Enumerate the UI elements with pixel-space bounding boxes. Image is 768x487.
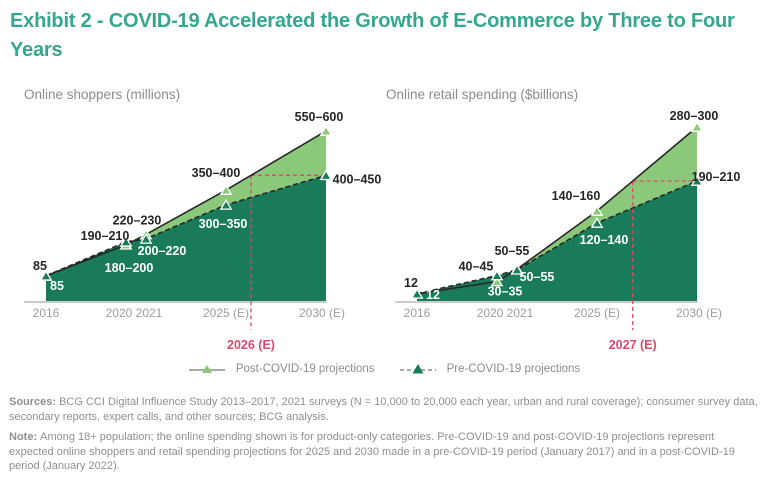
post-projections-marker-icon [188, 365, 225, 373]
legend-item-pre: Pre-COVID-19 projections [399, 362, 581, 376]
svg-text:50–55: 50–55 [520, 270, 555, 284]
chart-online-spending: Online retail spending ($billions) 2027 … [384, 85, 768, 357]
svg-text:2030 (E): 2030 (E) [676, 306, 722, 320]
chart-title-spending: Online retail spending ($billions) [386, 87, 579, 102]
chart-legend: Post-COVID-19 projections Pre-COVID-19 p… [0, 362, 768, 376]
online-spending-area-chart: 2027 (E)12 30–3550–55140–160280–3001240–4… [395, 109, 741, 352]
svg-text:200–220: 200–220 [138, 244, 187, 258]
svg-text:2021: 2021 [507, 306, 534, 320]
chart-online-shoppers: Online shoppers (millions) 2026 (E) 85 180… [0, 85, 384, 357]
sources-text: BCG CCI Digital Influence Study 2013–201… [9, 396, 758, 423]
charts-row: Online shoppers (millions) 2026 (E) 85 180… [0, 85, 768, 357]
legend-label-post: Post-COVID-19 projections [235, 363, 375, 375]
svg-text:40–45: 40–45 [459, 260, 494, 274]
svg-text:2027 (E): 2027 (E) [609, 338, 657, 352]
svg-text:2026 (E): 2026 (E) [227, 338, 275, 352]
svg-text:50–55: 50–55 [495, 244, 530, 258]
svg-text:2030 (E): 2030 (E) [299, 306, 345, 320]
svg-text:2025 (E): 2025 (E) [574, 306, 620, 320]
svg-text:12: 12 [404, 276, 418, 290]
page-title: Exhibit 2 - COVID-19 Accelerated the Gro… [10, 10, 735, 61]
svg-text:2020: 2020 [106, 306, 133, 320]
svg-text:85: 85 [50, 279, 64, 293]
svg-text:120–140: 120–140 [580, 233, 629, 247]
svg-text:190–210: 190–210 [81, 229, 130, 243]
svg-text:85: 85 [33, 259, 47, 273]
svg-text:220–230: 220–230 [113, 213, 162, 227]
note: Note: Among 18+ population; the online sp… [9, 430, 761, 474]
svg-text:140–160: 140–160 [552, 189, 601, 203]
legend-item-post: Post-COVID-19 projections [188, 362, 375, 376]
pre-projections-marker-icon [399, 364, 436, 374]
svg-text:280–300: 280–300 [670, 109, 719, 123]
svg-text:2021: 2021 [136, 306, 163, 320]
svg-text:12: 12 [426, 288, 440, 302]
svg-text:30–35: 30–35 [488, 285, 523, 299]
svg-text:2020: 2020 [477, 306, 504, 320]
svg-text:190–210: 190–210 [692, 170, 741, 184]
svg-text:2016: 2016 [33, 306, 60, 320]
note-label: Note: [9, 431, 38, 443]
svg-text:300–350: 300–350 [199, 217, 248, 231]
sources-note: Sources: BCG CCI Digital Influence Study … [9, 395, 761, 424]
chart-title-shoppers: Online shoppers (millions) [24, 87, 181, 102]
svg-text:400–450: 400–450 [333, 172, 382, 186]
online-shoppers-area-chart: 2026 (E) 85 180–200 220–230 350–400 550–600 85… [24, 110, 382, 352]
sources-label: Sources: [9, 396, 57, 408]
svg-text:350–400: 350–400 [192, 166, 241, 180]
legend-label-pre: Pre-COVID-19 projections [446, 363, 581, 375]
svg-text:2025 (E): 2025 (E) [203, 306, 249, 320]
svg-text:550–600: 550–600 [295, 110, 344, 124]
svg-text:2016: 2016 [404, 306, 431, 320]
note-text: Among 18+ population; the online spendin… [9, 431, 735, 472]
svg-text:180–200: 180–200 [105, 261, 154, 275]
